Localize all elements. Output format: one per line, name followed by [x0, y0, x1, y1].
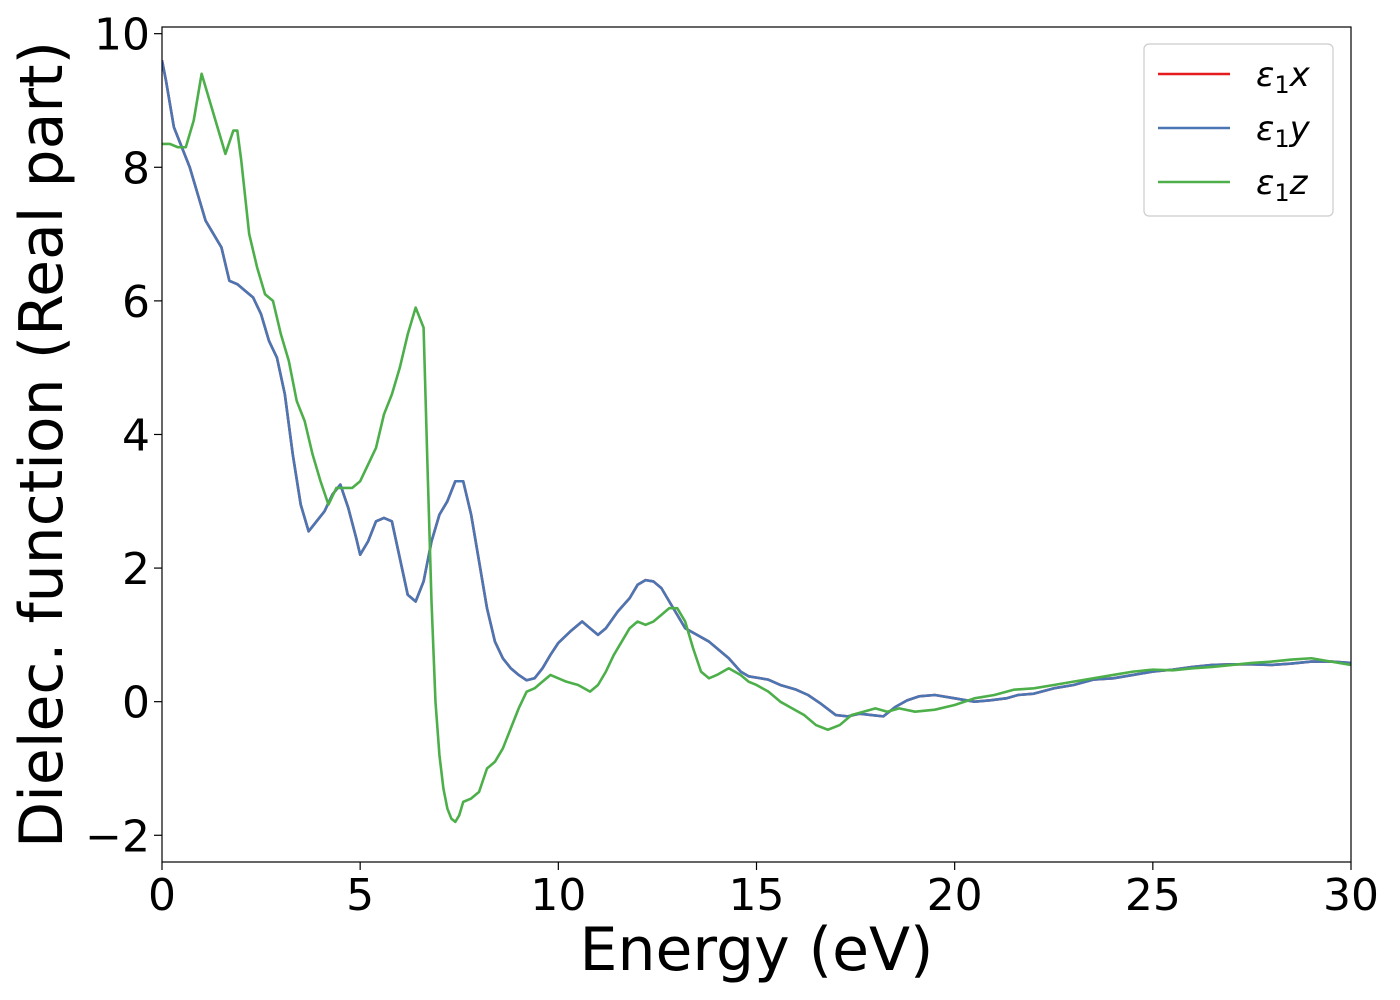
series-line-z [162, 72, 1351, 824]
y-axis-ticks: −2 0 2 4 6 8 10 [85, 10, 162, 862]
y-tick-label: −2 [85, 811, 150, 862]
y-tick-label: 0 [122, 678, 150, 729]
series-layer [162, 60, 1351, 824]
y-tick-label: 8 [122, 143, 150, 194]
legend: ε1x ε1y ε1z [1143, 43, 1334, 217]
series-line-y [162, 60, 1351, 718]
legend-label-z: ε1z [1256, 163, 1309, 207]
y-axis-title: Dielec. function (Real part) [7, 41, 77, 848]
x-tick-label: 25 [1125, 870, 1181, 921]
x-tick-label: 15 [729, 870, 785, 921]
y-tick-label: 10 [94, 10, 150, 61]
legend-box [1143, 43, 1334, 217]
y-tick-label: 4 [122, 410, 150, 461]
x-axis-title: Energy (eV) [580, 915, 934, 985]
y-tick-label: 6 [122, 277, 150, 328]
x-tick-label: 30 [1323, 870, 1379, 921]
x-tick-label: 0 [148, 870, 176, 921]
legend-label-x: ε1x [1256, 55, 1311, 99]
x-tick-label: 5 [346, 870, 374, 921]
y-tick-label: 2 [122, 544, 150, 595]
x-tick-label: 20 [927, 870, 983, 921]
x-axis-ticks: 0 5 10 15 20 25 30 [148, 862, 1379, 921]
x-tick-label: 10 [530, 870, 586, 921]
legend-label-y: ε1y [1256, 109, 1311, 153]
